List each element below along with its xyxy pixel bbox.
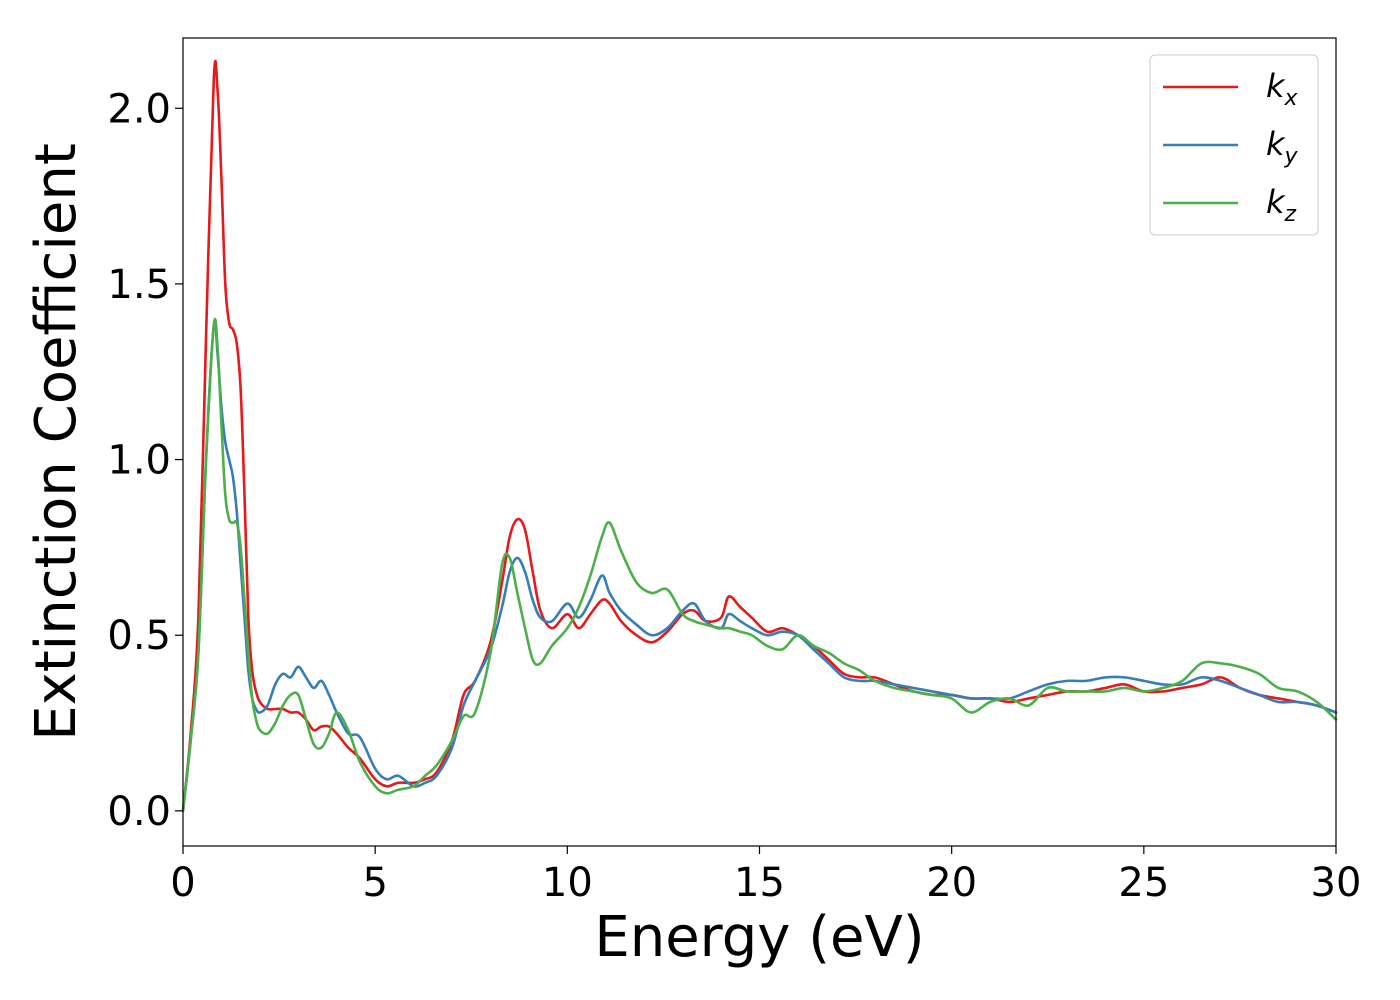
x-axis: 0 5 10 15 20 25 30 [170,846,1361,906]
y-tick-label: 1.0 [107,438,171,484]
series-line-z [181,317,1338,813]
series-layer [181,59,1338,813]
x-axis-label: Energy (eV) [594,905,924,970]
legend: kx ky kz [1149,54,1319,236]
series-line-x [181,59,1338,813]
x-tick-label: 15 [734,860,785,906]
x-tick-label: 0 [170,860,195,906]
x-tick-label: 5 [362,860,387,906]
y-tick-label: 0.0 [107,789,171,835]
x-tick-label: 25 [1118,860,1169,906]
x-tick-label: 20 [926,860,977,906]
legend-label-z: kz [1266,183,1297,227]
y-axis-label: Extinction Coefficient [24,143,89,741]
y-tick-label: 0.5 [107,613,171,659]
legend-label-x: kx [1266,67,1299,111]
y-tick-label: 1.5 [107,262,171,308]
y-tick-label: 2.0 [107,86,171,132]
x-tick-label: 30 [1311,860,1362,906]
legend-label-y: ky [1266,125,1299,169]
y-axis: 0.0 0.5 1.0 1.5 2.0 [107,86,183,835]
x-tick-label: 10 [542,860,593,906]
